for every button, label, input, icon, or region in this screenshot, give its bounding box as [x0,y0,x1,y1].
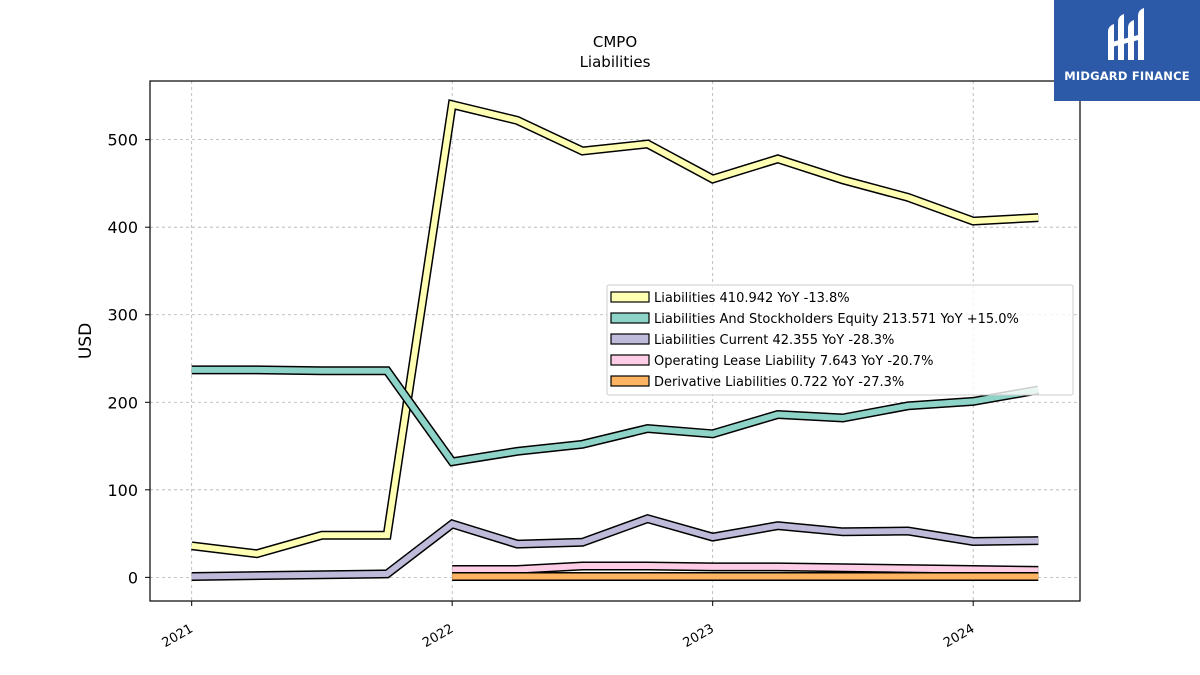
x-tick-label: 2024 [941,621,977,651]
legend-entry: Liabilities 410.942 YoY -13.8% [654,291,850,306]
x-tick-label: 2022 [420,621,456,651]
midgard-logo-icon [1108,8,1144,60]
y-tick-label: 300 [107,306,138,325]
y-tick-label: 500 [107,131,138,150]
y-tick-label: 0 [128,568,138,587]
series-line [191,366,1039,466]
chart-title: CMPO [593,33,637,51]
legend-swatch [610,291,650,303]
series-line [452,563,1039,574]
legend-swatch [610,354,650,366]
series-lines [191,99,1040,581]
legend-swatch [610,375,650,387]
legend-entry: Liabilities Current 42.355 YoY -28.3% [654,333,894,348]
series-line [191,100,1039,557]
brand-logo: MIDGARD FINANCE [1054,0,1200,101]
legend-box [606,284,1074,396]
x-tick-label: 2021 [160,621,196,651]
legend-entry: Operating Lease Liability 7.643 YoY -20.… [654,354,933,369]
y-tick-label: 100 [107,481,138,500]
legend-entry: Liabilities And Stockholders Equity 213.… [654,312,1019,327]
y-axis-label: USD [76,323,96,359]
logo-text: MIDGARD FINANCE [1064,69,1190,83]
x-tick-label: 2023 [681,621,717,651]
legend-entry: Derivative Liabilities 0.722 YoY -27.3% [654,375,904,390]
plot-frame [149,80,1081,602]
series-line [191,515,1039,580]
y-tick-label: 200 [107,393,138,412]
legend: Liabilities 410.942 YoY -13.8% Liabilitie… [606,284,1074,396]
y-tick-label: 400 [107,218,138,237]
legend-swatch [610,312,650,324]
chart-subtitle: Liabilities [580,53,651,71]
legend-swatch [610,333,650,345]
